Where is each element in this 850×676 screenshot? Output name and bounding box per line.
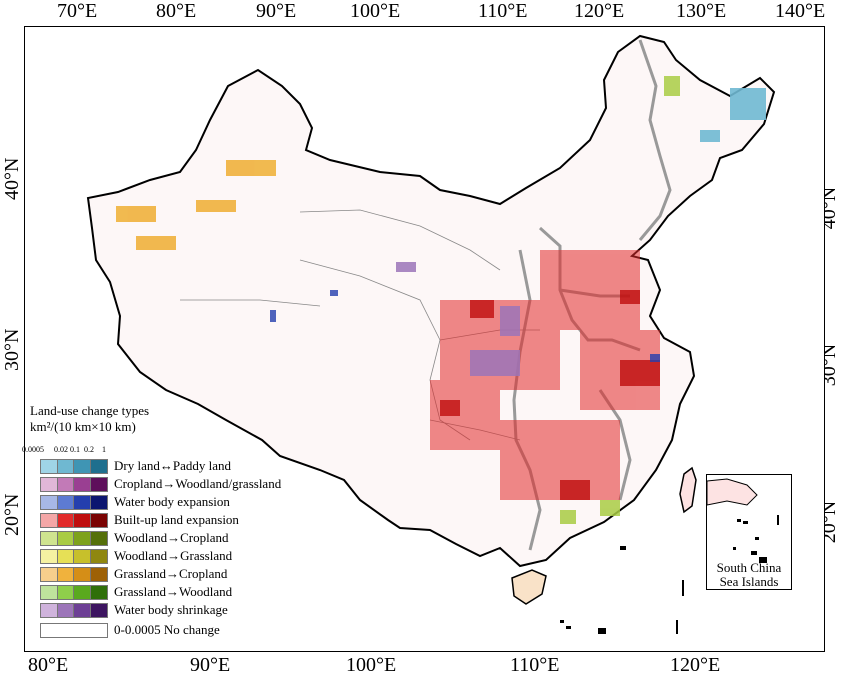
nochange-swatch bbox=[40, 623, 108, 638]
legend-swatch bbox=[56, 549, 75, 564]
legend-swatch bbox=[56, 567, 75, 582]
legend-swatch bbox=[40, 459, 58, 474]
legend-row: Water body expansion bbox=[40, 494, 340, 510]
water-shrinkage-patches bbox=[396, 262, 520, 376]
legend-swatch bbox=[40, 477, 58, 492]
legend-row: Built-up land expansion bbox=[40, 512, 340, 528]
top-tick-100: 100°E bbox=[350, 0, 401, 22]
legend-swatch bbox=[40, 567, 58, 582]
legend-swatch bbox=[89, 567, 108, 582]
inset-map bbox=[707, 478, 779, 563]
inset-coast bbox=[707, 478, 758, 506]
legend-swatch bbox=[89, 585, 108, 600]
water-expansion-patches bbox=[270, 290, 660, 362]
inset-islands bbox=[733, 515, 779, 563]
legend-swatch bbox=[89, 477, 108, 492]
legend-swatch bbox=[89, 513, 108, 528]
scale-value-4: 1 bbox=[102, 445, 106, 454]
legend-label: Water body shrinkage bbox=[114, 602, 228, 617]
legend-swatch bbox=[56, 513, 75, 528]
top-tick-90: 90°E bbox=[256, 0, 297, 22]
nochange-label: 0-0.0005 No change bbox=[114, 622, 220, 637]
legend-label: Dry land↔Paddy land bbox=[114, 458, 231, 473]
bottom-tick-90: 90°E bbox=[190, 654, 231, 676]
legend-label: Woodland→Cropland bbox=[114, 530, 229, 545]
legend-row: Water body shrinkage bbox=[40, 602, 340, 618]
legend-units: km²/(10 km×10 km) bbox=[30, 419, 136, 434]
legend-label: Cropland→Woodland/grassland bbox=[114, 476, 282, 491]
legend-swatch bbox=[40, 531, 58, 546]
legend-row: Dry land↔Paddy land bbox=[40, 458, 340, 474]
legend-swatch bbox=[73, 495, 91, 510]
legend-title: Land-use change types bbox=[30, 403, 150, 418]
legend-swatch bbox=[89, 495, 108, 510]
top-tick-130: 130°E bbox=[676, 0, 727, 22]
legend-swatch bbox=[73, 477, 91, 492]
top-tick-120: 120°E bbox=[574, 0, 625, 22]
builtup-dense bbox=[440, 290, 660, 500]
grassland-cropland-patches bbox=[116, 160, 276, 250]
legend-swatch bbox=[40, 495, 58, 510]
inset-box bbox=[706, 474, 792, 590]
inset-label-line2: Sea Islands bbox=[719, 574, 779, 589]
legend-swatch bbox=[73, 459, 91, 474]
legend-nochange-row: 0-0.0005 No change bbox=[40, 622, 340, 638]
legend-row: Woodland→Cropland bbox=[40, 530, 340, 546]
legend-swatch bbox=[56, 531, 75, 546]
legend-swatch bbox=[56, 603, 75, 618]
legend-swatch bbox=[40, 513, 58, 528]
legend-swatch bbox=[73, 603, 91, 618]
dryland-paddy-patches bbox=[700, 88, 766, 142]
taiwan-island bbox=[679, 466, 697, 514]
bottom-tick-120: 120°E bbox=[670, 654, 721, 676]
top-tick-70: 70°E bbox=[57, 0, 98, 22]
legend-swatch bbox=[89, 531, 108, 546]
legend-label: Water body expansion bbox=[114, 494, 230, 509]
legend-swatch bbox=[56, 585, 75, 600]
legend-label: Grassland→Woodland bbox=[114, 584, 233, 599]
legend-swatch bbox=[56, 477, 75, 492]
inset-label-line1: South China bbox=[716, 560, 782, 575]
scale-value-1: 0.02 bbox=[54, 445, 68, 454]
legend-row: Woodland→Grassland bbox=[40, 548, 340, 564]
bottom-tick-100: 100°E bbox=[346, 654, 397, 676]
top-tick-140: 140°E bbox=[775, 0, 826, 22]
bottom-tick-110: 110°E bbox=[510, 654, 560, 676]
legend-swatch bbox=[40, 603, 58, 618]
legend-swatch bbox=[73, 549, 91, 564]
scale-value-0: 0.0005 bbox=[22, 445, 44, 454]
legend-swatch bbox=[89, 603, 108, 618]
legend-label: Woodland→Grassland bbox=[114, 548, 233, 563]
top-tick-110: 110°E bbox=[478, 0, 528, 22]
legend-swatch bbox=[40, 549, 58, 564]
woodland-patches bbox=[560, 76, 680, 524]
legend-row: Grassland→Woodland bbox=[40, 584, 340, 600]
legend: Land-use change types km²/(10 km×10 km) … bbox=[22, 403, 330, 638]
legend-swatch bbox=[89, 549, 108, 564]
legend-swatch bbox=[40, 585, 58, 600]
legend-label: Grassland→Cropland bbox=[114, 566, 228, 581]
legend-swatch bbox=[89, 459, 108, 474]
hainan-island bbox=[511, 569, 547, 605]
legend-swatch bbox=[73, 513, 91, 528]
scs-islands bbox=[560, 546, 684, 634]
inset-label: South China Sea Islands bbox=[706, 561, 792, 589]
scale-value-2: 0.1 bbox=[70, 445, 80, 454]
legend-swatch bbox=[73, 531, 91, 546]
legend-row: Cropland→Woodland/grassland bbox=[40, 476, 340, 492]
legend-swatch bbox=[73, 585, 91, 600]
bottom-tick-80: 80°E bbox=[28, 654, 69, 676]
top-tick-80: 80°E bbox=[156, 0, 197, 22]
legend-swatch bbox=[56, 459, 75, 474]
legend-row: Grassland→Cropland bbox=[40, 566, 340, 582]
legend-swatch bbox=[56, 495, 75, 510]
legend-swatch bbox=[73, 567, 91, 582]
legend-label: Built-up land expansion bbox=[114, 512, 239, 527]
scale-value-3: 0.2 bbox=[84, 445, 94, 454]
